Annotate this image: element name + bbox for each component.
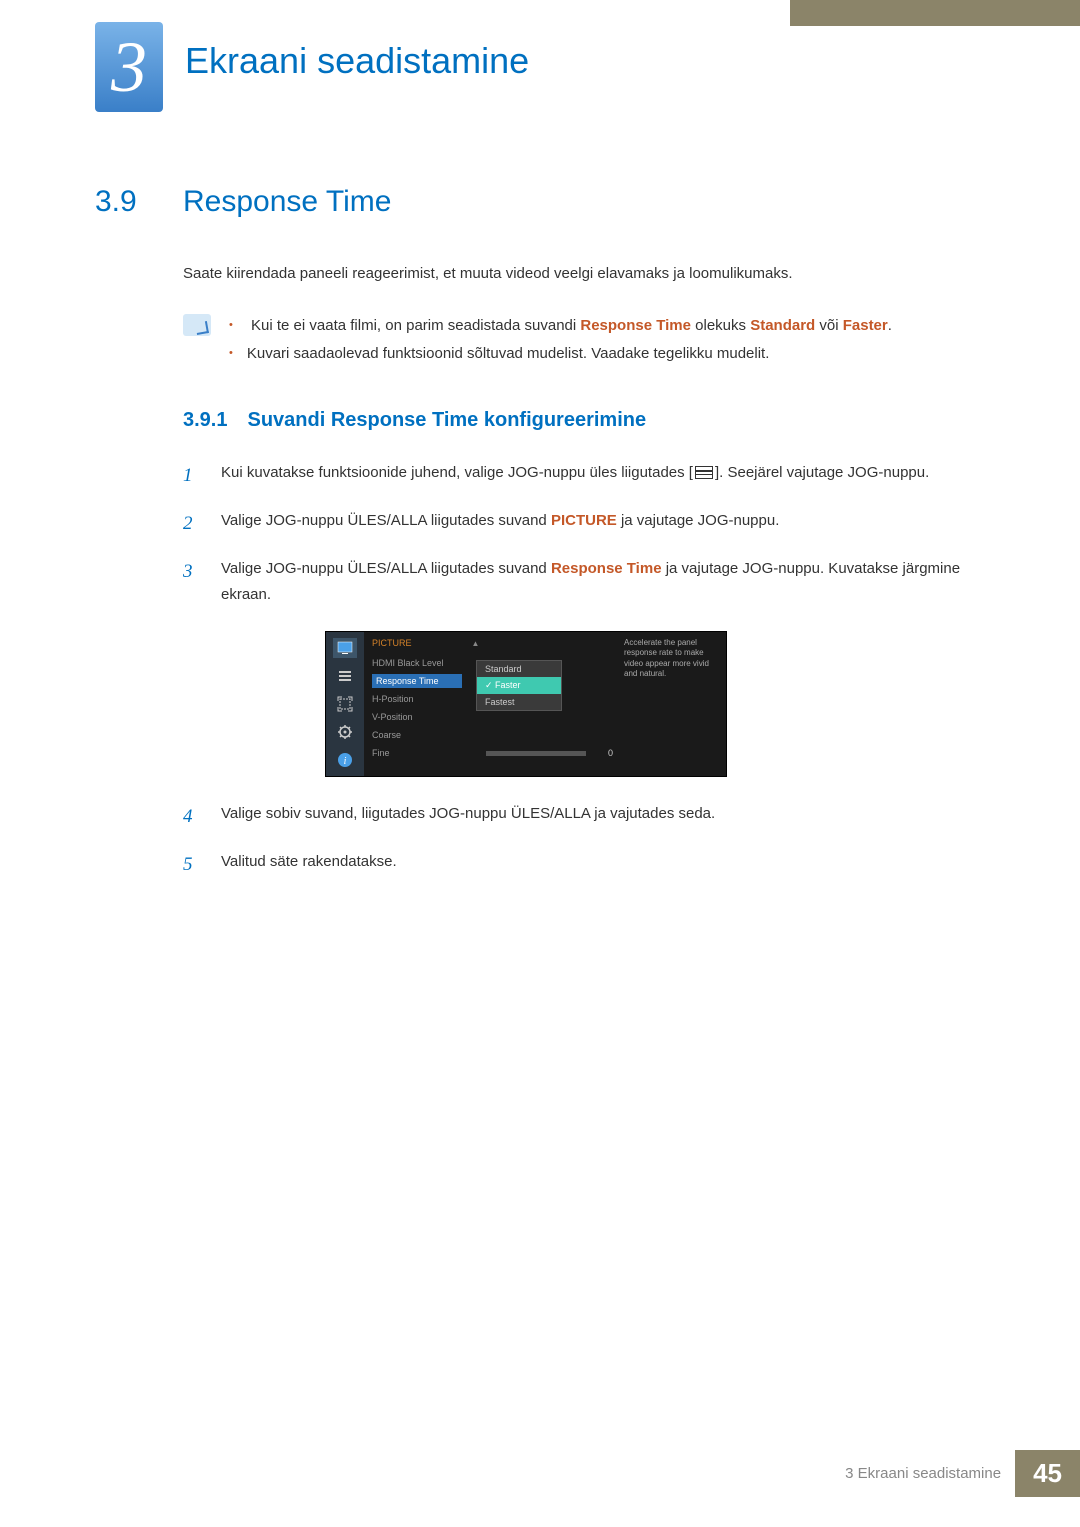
svg-text:i: i: [344, 756, 347, 767]
intro-paragraph: Saate kiirendada paneeli reageerimist, e…: [183, 263, 985, 286]
step-text: Valige JOG-nuppu ÜLES/ALLA liigutades su…: [221, 508, 985, 540]
footer-page-number: 45: [1015, 1450, 1080, 1497]
step-number: 4: [183, 801, 201, 833]
osd-screenshot: i PICTURE ▲ HDMI Black Level Response Ti…: [325, 631, 985, 777]
note-block: Kui te ei vaata filmi, on parim seadista…: [183, 312, 985, 369]
highlight-response-time: Response Time: [551, 560, 662, 577]
step-number: 2: [183, 508, 201, 540]
osd-header-label: PICTURE: [372, 638, 412, 648]
highlight-faster: Faster: [843, 317, 888, 334]
step-4: 4 Valige sobiv suvand, liigutades JOG-nu…: [183, 801, 985, 833]
chapter-title: Ekraani seadistamine: [185, 40, 529, 82]
subsection-number: 3.9.1: [183, 409, 227, 432]
note-item-2: Kuvari saadaolevad funktsioonid sõltuvad…: [229, 340, 892, 369]
step-text: Valige JOG-nuppu ÜLES/ALLA liigutades su…: [221, 556, 985, 607]
osd-fine-value: 0: [608, 748, 613, 758]
highlight-standard: Standard: [750, 317, 815, 334]
note-item-1: Kui te ei vaata filmi, on parim seadista…: [229, 312, 892, 341]
note-icon: [183, 314, 211, 336]
step-text: Valige sobiv suvand, liigutades JOG-nupp…: [221, 801, 985, 833]
highlight-picture: PICTURE: [551, 512, 617, 529]
step-number: 1: [183, 460, 201, 492]
osd-dropdown: Standard Faster Fastest: [476, 660, 562, 711]
chapter-number: 3: [111, 26, 147, 109]
step-number: 3: [183, 556, 201, 607]
step-5: 5 Valitud säte rakendatakse.: [183, 849, 985, 881]
step-text: Valitud säte rakendatakse.: [221, 849, 985, 881]
step-1: 1 Kui kuvatakse funktsioonide juhend, va…: [183, 460, 985, 492]
osd-row-fine: Fine 0: [372, 744, 718, 762]
osd-panel: i PICTURE ▲ HDMI Black Level Response Ti…: [325, 631, 727, 777]
footer-chapter-label: 3 Ekraani seadistamine: [845, 1465, 1001, 1482]
osd-main: PICTURE ▲ HDMI Black Level Response Time…: [364, 632, 726, 776]
gear-icon: [333, 722, 357, 742]
section-heading: 3.9 Response Time: [95, 185, 985, 219]
section-number: 3.9: [95, 185, 155, 219]
highlight-response-time: Response Time: [580, 317, 691, 334]
note-list: Kui te ei vaata filmi, on parim seadista…: [229, 312, 892, 369]
chapter-badge: 3: [95, 22, 163, 112]
osd-tooltip: Accelerate the panel response rate to ma…: [624, 638, 720, 680]
osd-option-faster: Faster: [477, 677, 561, 694]
step-text: Kui kuvatakse funktsioonide juhend, vali…: [221, 460, 985, 492]
osd-option-standard: Standard: [477, 661, 561, 677]
step-3: 3 Valige JOG-nuppu ÜLES/ALLA liigutades …: [183, 556, 985, 607]
osd-slider: [486, 751, 586, 756]
step-list-continued: 4 Valige sobiv suvand, liigutades JOG-nu…: [183, 801, 985, 882]
page-content: 3.9 Response Time Saate kiirendada panee…: [95, 185, 985, 898]
expand-icon: [333, 694, 357, 714]
step-list: 1 Kui kuvatakse funktsioonide juhend, va…: [183, 460, 985, 608]
section-title: Response Time: [183, 185, 391, 219]
menu-icon: [695, 466, 713, 479]
step-2: 2 Valige JOG-nuppu ÜLES/ALLA liigutades …: [183, 508, 985, 540]
picture-icon: [333, 638, 357, 658]
osd-option-fastest: Fastest: [477, 694, 561, 710]
list-icon: [333, 666, 357, 686]
top-accent-bar: [790, 0, 1080, 26]
info-icon: i: [333, 750, 357, 770]
arrow-up-icon: ▲: [472, 639, 480, 648]
page-footer: 3 Ekraani seadistamine 45: [845, 1450, 1080, 1497]
subsection-title: Suvandi Response Time konfigureerimine: [247, 409, 646, 432]
subsection-heading: 3.9.1 Suvandi Response Time konfigureeri…: [183, 409, 985, 432]
osd-row-coarse: Coarse: [372, 726, 718, 744]
step-number: 5: [183, 849, 201, 881]
osd-sidebar: i: [326, 632, 364, 776]
